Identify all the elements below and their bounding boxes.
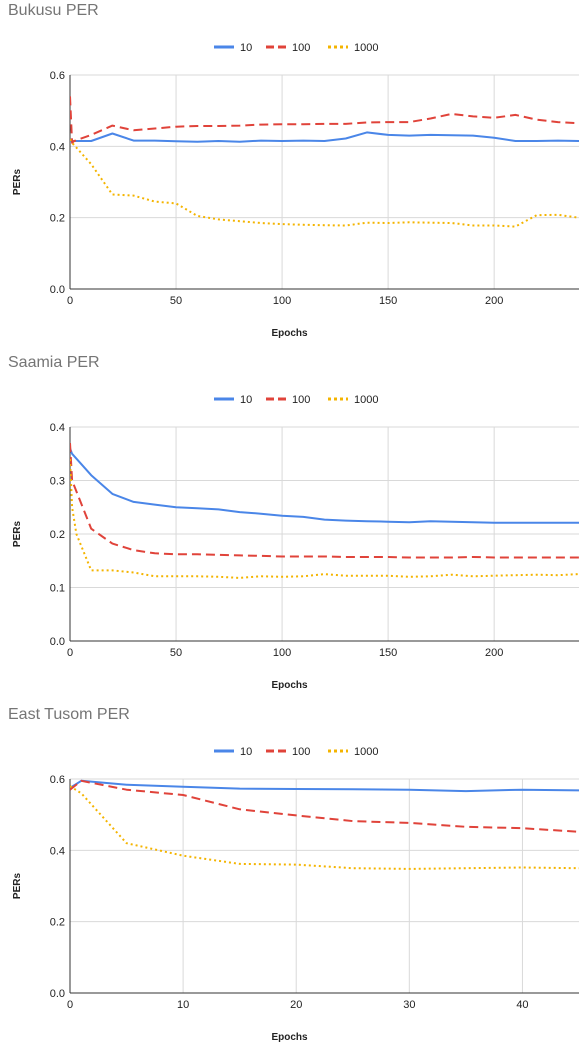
x-tick-label: 10 — [177, 999, 189, 1011]
chart-svg-bukusu: 0 50 100 150 200 0.0 0.2 0.4 0.6 Epochs PERs 10 100 1… — [12, 42, 579, 339]
x-tick-label: 30 — [403, 999, 415, 1011]
x-axis-title: Epochs — [271, 328, 308, 339]
x-tick-label: 50 — [170, 647, 182, 659]
y-axis-title: PERs — [12, 521, 23, 548]
legend-label-10: 10 — [240, 42, 252, 54]
legend-label-1000: 1000 — [354, 746, 378, 758]
x-axis-title: Epochs — [271, 680, 308, 691]
chart-title: Bukusu PER — [8, 2, 99, 19]
chart-svg-east-tusom: 0 10 20 30 40 0.0 0.2 0.4 0.6 Epochs PERs 10 100 1000 — [12, 746, 579, 1043]
x-axis-title: Epochs — [271, 1032, 308, 1043]
x-tick-label: 150 — [379, 295, 397, 307]
series-line-1000 — [70, 459, 579, 579]
x-tick-label: 150 — [379, 647, 397, 659]
y-tick-label: 0.2 — [50, 917, 65, 929]
y-tick-label: 0.1 — [50, 583, 65, 595]
x-tick-label: 200 — [485, 647, 503, 659]
chart-panel-saamia: Saamia PER 0 50 100 150 200 0.0 0.1 0.2 0.3 0.4 Ep… — [0, 352, 579, 701]
y-tick-label: 0.4 — [50, 845, 65, 857]
x-tick-label: 20 — [290, 999, 302, 1011]
series-line-1000 — [70, 785, 579, 870]
chart-panel-bukusu: Bukusu PER 0 50 100 150 200 0.0 0.2 0.4 0.6 Epoch… — [0, 0, 579, 349]
x-tick-label: 0 — [67, 295, 73, 307]
legend-label-10: 10 — [240, 746, 252, 758]
series-line-10 — [70, 779, 579, 793]
y-tick-label: 0.0 — [50, 988, 65, 1000]
series-line-10 — [70, 131, 579, 143]
chart-svg-saamia: 0 50 100 150 200 0.0 0.1 0.2 0.3 0.4 Epochs PERs 10 1… — [12, 394, 579, 691]
series-line-100 — [70, 96, 579, 144]
legend-label-100: 100 — [292, 746, 310, 758]
chart-title: Saamia PER — [8, 354, 100, 371]
legend-label-1000: 1000 — [354, 394, 378, 406]
y-tick-label: 0.0 — [50, 284, 65, 296]
chart-title: East Tusom PER — [8, 706, 130, 723]
legend-label-10: 10 — [240, 394, 252, 406]
y-tick-label: 0.6 — [50, 70, 65, 82]
y-tick-label: 0.2 — [50, 213, 65, 225]
legend-label-100: 100 — [292, 42, 310, 54]
x-tick-label: 40 — [516, 999, 528, 1011]
legend-label-1000: 1000 — [354, 42, 378, 54]
y-tick-label: 0.6 — [50, 774, 65, 786]
x-tick-label: 200 — [485, 295, 503, 307]
x-tick-label: 100 — [273, 647, 291, 659]
x-tick-label: 0 — [67, 647, 73, 659]
chart-panel-east-tusom: East Tusom PER 0 10 20 30 40 0.0 0.2 0.4 0.6 Epoc… — [0, 704, 579, 1053]
series-line-1000 — [70, 138, 579, 228]
y-axis-title: PERs — [12, 169, 23, 196]
y-tick-label: 0.4 — [50, 422, 65, 434]
y-tick-label: 0.4 — [50, 141, 65, 153]
y-axis-title: PERs — [12, 873, 23, 900]
series-line-100 — [70, 443, 579, 559]
y-tick-label: 0.3 — [50, 476, 65, 488]
x-tick-label: 100 — [273, 295, 291, 307]
legend-label-100: 100 — [292, 394, 310, 406]
y-tick-label: 0.0 — [50, 636, 65, 648]
series-line-10 — [70, 448, 579, 524]
x-tick-label: 50 — [170, 295, 182, 307]
y-tick-label: 0.2 — [50, 529, 65, 541]
x-tick-label: 0 — [67, 999, 73, 1011]
series-line-100 — [70, 779, 579, 833]
